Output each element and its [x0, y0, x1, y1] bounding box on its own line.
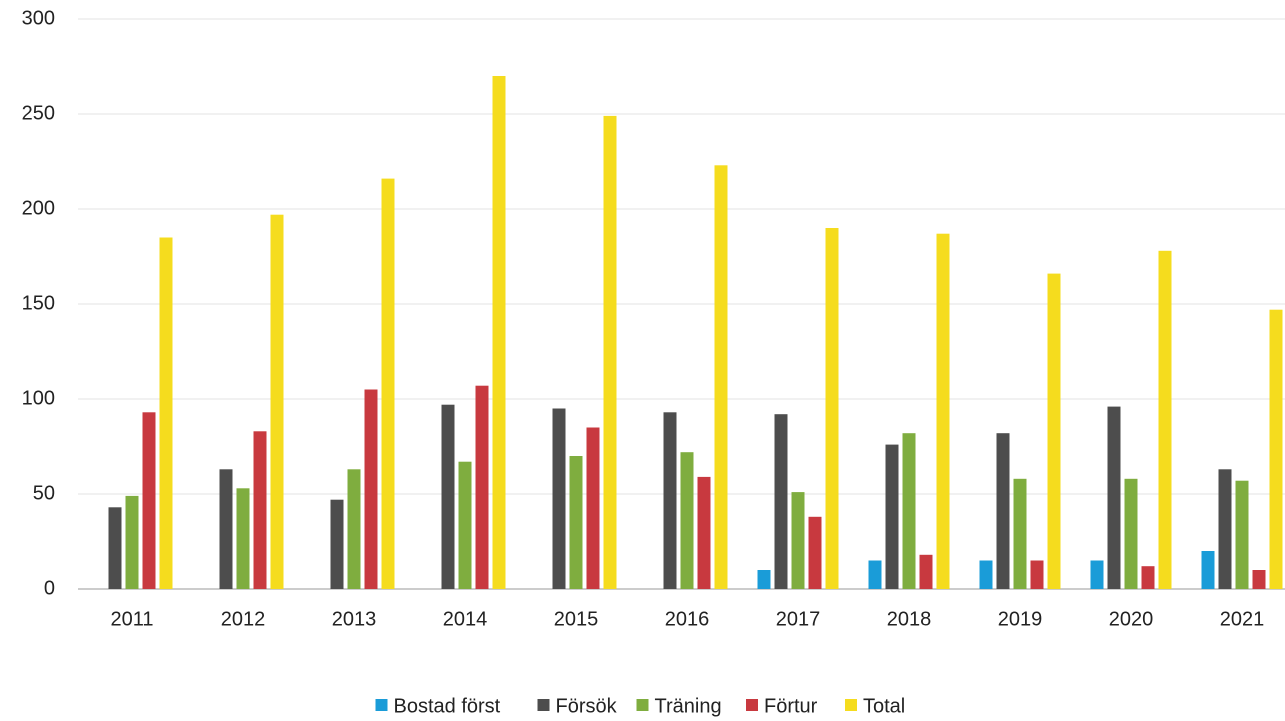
y-tick-label: 250 — [22, 102, 55, 124]
bar — [774, 414, 788, 589]
bar — [1235, 480, 1249, 589]
bar — [1124, 478, 1138, 589]
legend-label: Träning — [655, 695, 722, 717]
x-tick-label: 2021 — [1220, 608, 1265, 630]
bar — [996, 433, 1010, 589]
bar — [441, 404, 455, 589]
bar — [270, 214, 284, 589]
x-tick-label: 2020 — [1109, 608, 1154, 630]
bar — [680, 452, 694, 589]
bar — [697, 476, 711, 589]
y-tick-label: 300 — [22, 7, 55, 29]
bar — [1090, 560, 1104, 589]
legend-swatch — [636, 699, 649, 711]
bar — [663, 412, 677, 589]
bar — [808, 516, 822, 589]
bar — [492, 76, 506, 589]
bar — [603, 115, 617, 590]
bar — [125, 495, 139, 589]
x-tick-label: 2013 — [332, 608, 377, 630]
bar — [1141, 566, 1155, 589]
x-tick-label: 2016 — [665, 608, 710, 630]
bar — [586, 427, 600, 589]
bar — [936, 233, 950, 589]
bar — [552, 408, 566, 589]
bar — [1269, 309, 1283, 589]
bar — [1252, 570, 1266, 589]
legend-swatch — [845, 699, 857, 711]
bar — [253, 431, 267, 589]
bar — [1013, 478, 1027, 589]
x-tick-label: 2011 — [110, 608, 153, 630]
legend-swatch — [746, 699, 758, 711]
bar — [868, 560, 882, 589]
bar — [364, 389, 378, 589]
y-tick-label: 100 — [22, 387, 55, 409]
bar — [1030, 560, 1044, 589]
bar — [347, 469, 361, 589]
bar — [1201, 551, 1215, 589]
bar — [108, 507, 122, 589]
x-tick-label: 2018 — [887, 608, 932, 630]
y-tick-label: 150 — [22, 292, 55, 314]
legend-label: Total — [863, 695, 905, 717]
bar — [458, 461, 472, 589]
x-tick-label: 2015 — [554, 608, 599, 630]
bar — [142, 412, 156, 589]
legend-swatch — [537, 699, 550, 711]
legend-swatch — [375, 699, 388, 711]
legend-label: Förtur — [764, 695, 818, 717]
y-tick-label: 50 — [33, 482, 55, 504]
x-tick-label: 2014 — [443, 608, 488, 630]
bar — [757, 570, 771, 589]
bar — [825, 228, 839, 589]
bar — [1107, 406, 1121, 589]
x-tick-label: 2019 — [998, 608, 1043, 630]
bar — [885, 444, 899, 589]
bar — [236, 488, 250, 589]
bar — [1218, 469, 1232, 589]
bar — [1158, 250, 1172, 590]
bar — [475, 385, 489, 589]
x-tick-label: 2012 — [221, 608, 266, 630]
bar — [791, 492, 805, 589]
bar — [569, 456, 583, 589]
bar — [902, 433, 916, 589]
y-tick-label: 200 — [22, 197, 55, 219]
x-tick-label: 2017 — [776, 608, 821, 630]
y-tick-label: 0 — [44, 577, 55, 599]
bar — [219, 469, 233, 589]
legend-label: Bostad först — [394, 695, 501, 717]
legend-label: Försök — [556, 695, 618, 717]
bar — [714, 165, 728, 590]
bar — [330, 499, 344, 589]
bar — [919, 554, 933, 589]
bar — [979, 560, 993, 589]
bar — [159, 237, 173, 589]
bar — [1047, 273, 1061, 589]
bar — [381, 178, 395, 589]
